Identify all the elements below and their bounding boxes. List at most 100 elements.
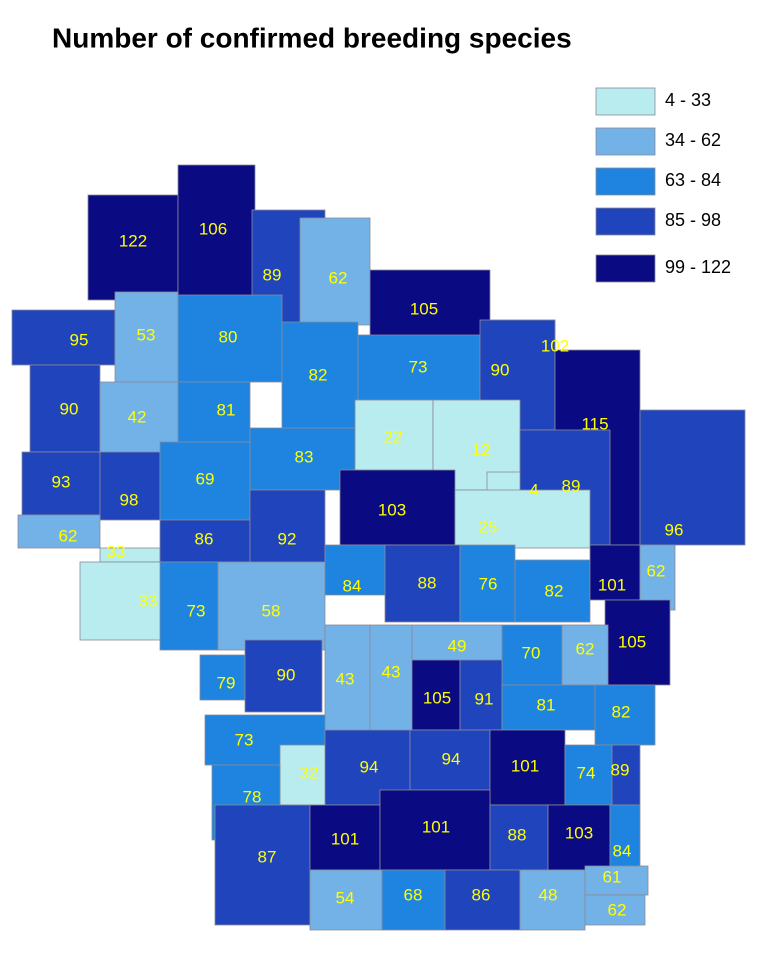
county	[519, 869, 586, 931]
county	[409, 729, 491, 791]
county	[87, 194, 179, 301]
county-label: 79	[217, 673, 236, 692]
county-label: 76	[479, 574, 498, 593]
county-label: 82	[309, 365, 328, 384]
county-label: 33	[139, 591, 158, 610]
county-label: 105	[618, 632, 646, 651]
county-label: 62	[329, 268, 348, 287]
county	[357, 334, 481, 401]
county	[324, 544, 393, 596]
county-label: 92	[278, 529, 297, 548]
county	[159, 441, 251, 521]
county-label: 54	[336, 888, 355, 907]
county-label: 82	[612, 702, 631, 721]
county	[411, 659, 461, 731]
county-label: 101	[511, 756, 539, 775]
county-label: 62	[647, 561, 666, 580]
legend-label: 63 - 84	[665, 170, 721, 190]
county-label: 73	[409, 357, 428, 376]
county	[159, 519, 251, 563]
county-label: 102	[541, 336, 569, 355]
county-label: 61	[603, 867, 622, 886]
county-label: 53	[137, 325, 156, 344]
county	[11, 309, 116, 366]
county-label: 94	[360, 757, 379, 776]
county	[501, 624, 563, 686]
county	[444, 869, 521, 931]
county-label: 62	[576, 639, 595, 658]
county	[584, 865, 649, 896]
county	[17, 514, 101, 549]
county	[177, 381, 251, 443]
county	[604, 599, 671, 686]
county-label: 80	[219, 327, 238, 346]
county-label: 12	[472, 440, 491, 459]
county-label: 68	[404, 885, 423, 904]
county-label: 90	[491, 360, 510, 379]
county-label: 4	[529, 480, 538, 499]
county-label: 96	[665, 520, 684, 539]
county	[489, 729, 566, 806]
county	[384, 544, 461, 623]
county	[244, 639, 323, 713]
county-label: 87	[258, 847, 277, 866]
county-label: 89	[562, 476, 581, 495]
legend-label: 99 - 122	[665, 257, 731, 277]
county-label: 106	[199, 219, 227, 238]
county-label: 84	[343, 576, 362, 595]
county-label: 49	[448, 636, 467, 655]
county-label: 101	[331, 829, 359, 848]
county-label: 22	[384, 427, 403, 446]
legend-swatch	[595, 127, 656, 156]
legend-swatch	[595, 87, 656, 116]
county-label: 43	[336, 669, 355, 688]
map-title: Number of confirmed breeding species	[52, 22, 572, 53]
county-label: 90	[60, 399, 79, 418]
legend-label: 4 - 33	[665, 90, 711, 110]
county	[561, 624, 609, 686]
county-label: 95	[70, 330, 89, 349]
county-label: 91	[475, 689, 494, 708]
county	[21, 451, 101, 516]
county-label: 25	[479, 517, 498, 536]
county-label: 69	[196, 469, 215, 488]
county	[299, 217, 371, 326]
county-label: 115	[581, 414, 608, 433]
county-label: 81	[217, 400, 236, 419]
county	[309, 804, 381, 871]
county	[177, 294, 283, 383]
county-label: 98	[120, 490, 139, 509]
county-label: 62	[59, 526, 78, 545]
county-label: 83	[295, 447, 314, 466]
county	[339, 469, 456, 546]
county-label: 78	[243, 787, 262, 806]
county	[369, 269, 491, 346]
county	[459, 544, 516, 623]
county-label: 43	[382, 662, 401, 681]
county-label: 82	[545, 581, 564, 600]
county-label: 94	[442, 749, 461, 768]
county	[354, 399, 434, 471]
county-label: 88	[418, 573, 437, 592]
legend-swatch	[595, 254, 656, 283]
county-label: 90	[277, 665, 296, 684]
county	[639, 544, 676, 611]
county	[454, 489, 591, 549]
county	[324, 624, 371, 736]
county-label: 89	[263, 265, 282, 284]
county	[177, 164, 256, 301]
county	[309, 869, 383, 931]
county	[489, 804, 549, 871]
county	[459, 659, 503, 731]
county-label: 101	[598, 575, 626, 594]
county-label: 81	[537, 695, 556, 714]
county	[249, 427, 356, 491]
county	[217, 561, 326, 651]
county-label: 33	[107, 542, 126, 561]
county	[584, 894, 646, 926]
county-label: 84	[613, 841, 632, 860]
county	[214, 804, 311, 926]
legend-label: 34 - 62	[665, 130, 721, 150]
county	[381, 869, 446, 931]
county-label: 86	[195, 529, 214, 548]
